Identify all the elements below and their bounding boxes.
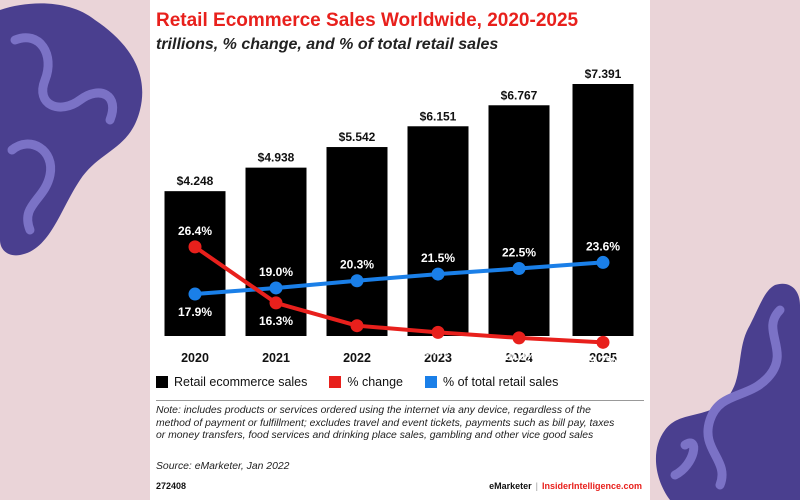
x-tick-label-2023: 2023: [424, 351, 452, 365]
chart-title: Retail Ecommerce Sales Worldwide, 2020-2…: [156, 10, 579, 31]
x-tick-label-2025: 2025: [589, 351, 617, 365]
pct-change-point-2021: [269, 296, 283, 310]
decorative-blob-top-left: [0, 3, 143, 256]
footnote-note: Note: includes products or services orde…: [156, 405, 615, 442]
footer-brand: eMarketer | InsiderIntelligence.com: [489, 481, 642, 491]
pct-change-label-2022: 12.2%: [340, 337, 374, 351]
pct-total-point-2020: [188, 287, 202, 301]
pct-change-point-2020: [188, 240, 202, 254]
legend-item-pct-change: % change: [329, 375, 403, 389]
footer-brand-insider: InsiderIntelligence.com: [541, 481, 642, 491]
bar-2024: [488, 105, 550, 336]
legend-swatch-sales: [156, 376, 168, 388]
legend-swatch-pct-change: [329, 376, 342, 388]
footnote-source: Source: eMarketer, Jan 2022: [156, 461, 290, 472]
pct-change-label-2025: 9.2%: [589, 353, 617, 367]
pct-change-label-2023: 11.0%: [421, 343, 455, 357]
pct-change-point-2025: [596, 335, 610, 349]
pct-total-label-2021: 19.0%: [259, 265, 293, 279]
chart-plot: $4.248 2020 $4.938 2021 $5.542 2022 $6.151 2023…: [164, 67, 634, 367]
legend-label-sales: Retail ecommerce sales: [174, 375, 308, 389]
pct-total-point-2024: [512, 262, 526, 276]
legend-label-pct-total: % of total retail sales: [443, 375, 559, 389]
bar-value-label-2022: $5.542: [339, 130, 376, 144]
bar-2020: [164, 191, 226, 336]
pct-change-line: [193, 244, 605, 345]
legend-item-sales: Retail ecommerce sales: [156, 375, 307, 389]
pct-total-label-2025: 23.6%: [586, 239, 620, 253]
footer-brand-emarketer: eMarketer: [489, 481, 532, 491]
bar-value-label-2025: $7.391: [585, 67, 622, 81]
pct-change-point-2022: [350, 319, 364, 333]
pct-change-label-2021: 16.3%: [259, 314, 293, 328]
pct-total-line: [193, 260, 605, 297]
bar-value-label-2021: $4.938: [258, 151, 295, 165]
footer-chart-id: 272408: [156, 481, 187, 491]
pct-total-point-2022: [350, 274, 364, 288]
pct-total-point-2023: [431, 267, 445, 281]
bar-value-label-2020: $4.248: [177, 174, 214, 188]
x-tick-label-2021: 2021: [262, 351, 290, 365]
chart-subtitle: trillions, % change, and % of total reta…: [156, 36, 499, 53]
pct-total-point-2021: [269, 281, 283, 295]
bar-value-label-2023: $6.151: [420, 109, 457, 123]
bar-2023: [407, 126, 469, 337]
x-tick-label-2022: 2022: [343, 351, 371, 365]
legend-item-pct-total: % of total retail sales: [425, 375, 558, 389]
chart-card: Retail Ecommerce Sales Worldwide, 2020-2…: [150, 0, 650, 500]
legend-swatch-pct-total: [425, 376, 437, 388]
pct-total-label-2023: 21.5%: [421, 251, 455, 265]
legend-label-pct-change: % change: [347, 375, 403, 389]
x-tick-label-2020: 2020: [181, 351, 209, 365]
pct-change-label-2024: 10.0%: [502, 349, 536, 363]
footnote-divider: [156, 400, 644, 401]
pct-total-label-2024: 22.5%: [502, 246, 536, 260]
pct-total-point-2025: [596, 255, 610, 269]
pct-change-point-2023: [431, 325, 445, 339]
pct-change-point-2024: [512, 331, 526, 345]
pct-change-label-2020: 26.4%: [178, 224, 212, 238]
decorative-blob-bottom-right: [655, 283, 800, 500]
bar-2022: [326, 147, 388, 336]
pct-total-label-2020: 17.9%: [178, 305, 212, 319]
bar-2025: [572, 84, 634, 336]
pct-total-label-2022: 20.3%: [340, 258, 374, 272]
bar-value-label-2024: $6.767: [501, 88, 538, 102]
footer-brand-separator: |: [535, 481, 538, 491]
x-tick-label-2024: 2024: [505, 351, 533, 365]
chart-legend: Retail ecommerce sales % change % of tot…: [156, 375, 558, 389]
